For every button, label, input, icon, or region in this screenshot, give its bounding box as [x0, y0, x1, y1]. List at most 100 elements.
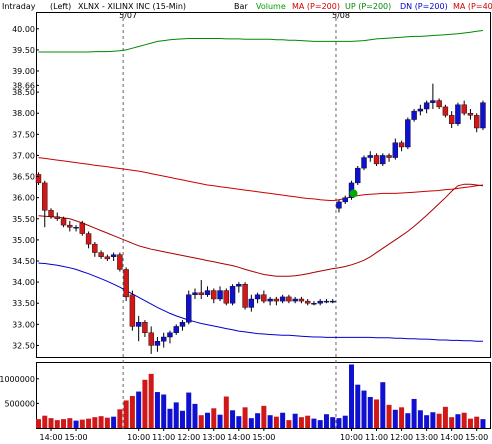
up-candle	[355, 167, 361, 184]
volume-bar	[367, 396, 373, 428]
volume-bar	[230, 410, 236, 428]
volume-bar	[399, 407, 405, 428]
volume-bar	[361, 390, 367, 428]
y-tick-label: 36.00	[12, 194, 35, 203]
volume-bar	[267, 415, 273, 428]
up-candle	[279, 296, 286, 302]
ma40-legend: MA (P=40	[453, 2, 492, 11]
volume-bar	[349, 364, 354, 428]
ma-legend: MA (P=200)	[292, 2, 340, 11]
up-candle	[160, 336, 167, 342]
chart-style-label: Bar	[234, 2, 248, 11]
x-tick-label: 13:00	[415, 433, 438, 442]
volume-bar	[292, 413, 298, 428]
volume-bar	[217, 414, 223, 428]
y-tick-label: 35.50	[12, 215, 35, 224]
volume-bar	[248, 418, 254, 428]
volume-bar	[436, 413, 442, 428]
volume-bar	[73, 420, 79, 428]
dn-legend: DN (P=200)	[400, 2, 448, 11]
up-band-line	[38, 30, 484, 53]
volume-bar	[342, 415, 348, 428]
volume-bar	[280, 412, 286, 428]
volume-bar	[286, 420, 292, 428]
down-candle	[54, 216, 60, 219]
up-candle	[323, 300, 330, 303]
x-tick-label: 15:00	[65, 433, 88, 442]
x-tick-label: 14:00	[440, 433, 463, 442]
down-candle	[42, 182, 48, 211]
volume-bar	[123, 400, 129, 428]
volume-bar	[117, 409, 123, 428]
down-candle	[261, 294, 267, 302]
volume-bar	[298, 417, 304, 428]
down-candle	[79, 222, 86, 234]
volume-bar	[474, 416, 480, 428]
volume-bar	[261, 405, 267, 428]
up-candle	[311, 303, 317, 305]
volume-bar	[405, 413, 411, 428]
dn-band-line	[38, 262, 483, 342]
y-tick-label: 40.00	[12, 25, 35, 34]
volume-bar	[173, 402, 179, 428]
up-candle	[110, 254, 117, 257]
down-candle	[386, 155, 392, 158]
volume-bar	[236, 416, 242, 428]
down-candle	[198, 292, 204, 295]
up-candle	[455, 104, 461, 124]
down-candle	[92, 243, 98, 253]
x-tick-label: 13:00	[202, 433, 225, 442]
down-candle	[98, 252, 104, 257]
volume-bar	[273, 416, 279, 428]
up-candle	[204, 290, 211, 295]
volume-legend: Volume	[256, 2, 286, 11]
down-candle	[273, 298, 280, 302]
volume-bar	[67, 418, 73, 428]
volume-bar	[161, 394, 167, 428]
up-candle	[236, 284, 242, 287]
volume-bar	[154, 392, 160, 428]
down-candle	[448, 115, 455, 124]
volume-bar	[54, 420, 60, 428]
x-tick-label: 10:00	[340, 433, 363, 442]
volume-bar	[86, 418, 92, 428]
y-tick-label: 37.50	[12, 130, 35, 139]
volume-bar	[430, 412, 436, 428]
up-candle	[405, 119, 411, 148]
x-tick-label: 14:00	[39, 433, 62, 442]
down-candle	[304, 300, 311, 304]
volume-bar	[167, 408, 173, 428]
up-candle	[480, 102, 486, 129]
volume-bar	[142, 379, 148, 428]
up-candle	[73, 227, 79, 229]
down-candle	[467, 113, 474, 116]
volume-bar	[323, 414, 329, 428]
y-tick-label: 38.00	[12, 109, 35, 118]
down-candle	[60, 218, 67, 226]
volume-bar	[223, 396, 229, 428]
y-tick-label: 39.50	[12, 46, 35, 55]
volume-bar	[111, 416, 117, 428]
down-candle	[474, 115, 480, 129]
up-candle	[423, 102, 430, 110]
volume-bar	[255, 413, 261, 428]
y-tick-label: 34.00	[12, 278, 35, 287]
up-candle	[229, 286, 236, 304]
down-candle	[148, 332, 154, 346]
volume-bar	[61, 419, 67, 428]
up-candle	[248, 298, 255, 308]
volume-bar	[449, 417, 455, 428]
volume-bar	[455, 414, 461, 428]
up-candle	[154, 341, 161, 346]
up-candle	[173, 326, 179, 333]
y-tick-label: 39.00	[12, 67, 35, 76]
volume-bar	[411, 398, 417, 428]
down-candle	[442, 106, 449, 116]
down-candle	[461, 104, 467, 114]
volume-bar	[129, 396, 135, 428]
down-candle	[436, 100, 442, 108]
volume-bar	[198, 415, 204, 428]
green-dot-marker	[349, 189, 358, 198]
volume-bar	[104, 417, 110, 428]
